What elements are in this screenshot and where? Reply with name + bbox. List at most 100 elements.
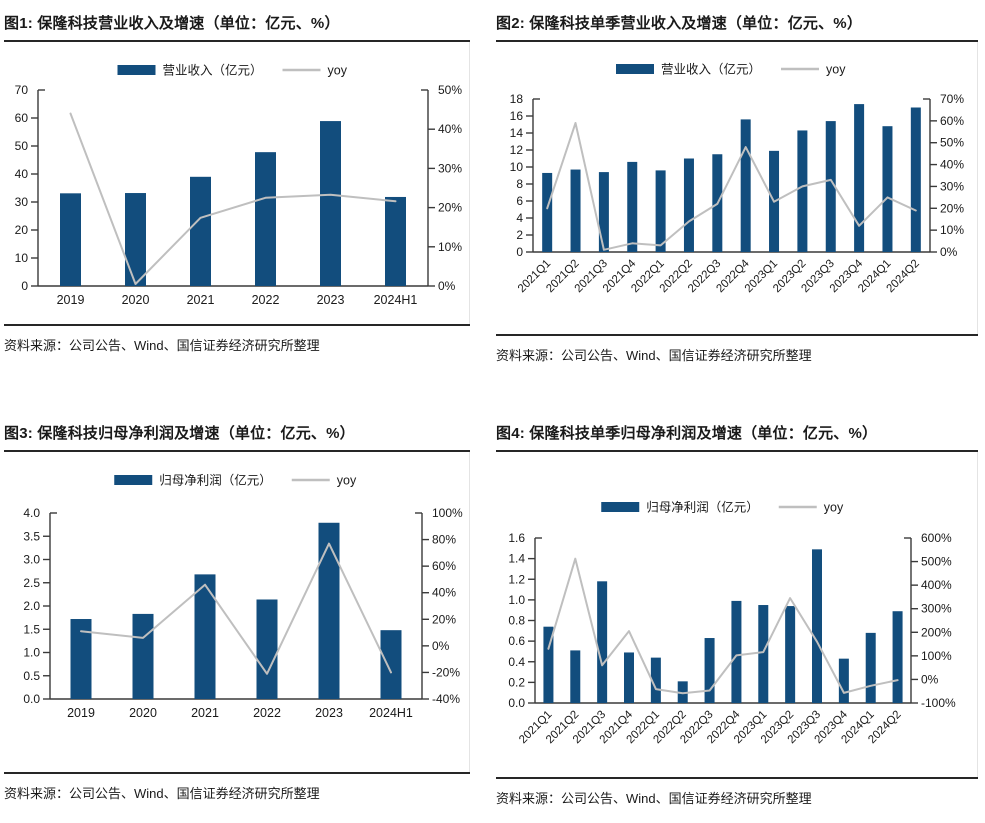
category-label: 2023 [317, 293, 345, 307]
left-axis-tick-label: 0.0 [508, 696, 525, 710]
bar [60, 193, 81, 286]
bar [797, 130, 808, 252]
yoy-line [69, 112, 397, 285]
bar [570, 169, 581, 252]
category-label: 2022 [253, 706, 281, 720]
axes: 0.0 0.5 1.0 1.5 2.0 2.5 3.0 3.5 4.0 -40% -20% 0% 20%… [23, 506, 463, 706]
left-axis-tick-label: 0.6 [508, 634, 525, 648]
left-axis-tick-label: 10 [15, 251, 29, 265]
left-axis-tick-label: 1.4 [508, 552, 525, 566]
source-note: 资料来源：公司公告、Wind、国信证券经济研究所整理 [4, 786, 320, 801]
yoy-line [546, 122, 917, 251]
right-axis-tick-label: 20% [940, 201, 964, 215]
right-axis-tick-label: 0% [940, 245, 958, 259]
bar [543, 626, 554, 703]
category-label: 2020 [129, 706, 157, 720]
legend-line-label: yoy [328, 64, 348, 78]
yoy-line [547, 557, 899, 695]
separator-line [4, 772, 470, 774]
left-axis-tick-label: 2.5 [23, 576, 40, 590]
bar [740, 119, 751, 253]
bar [542, 172, 553, 252]
right-axis-tick-label: 60% [432, 559, 456, 573]
right-axis-tick-label: 200% [921, 625, 952, 639]
net-profit-quarterly-combo-chart: 0.0 0.2 0.4 0.6 0.8 1.0 1.2 1.4 1.6 -100% 0% 100% 20… [508, 500, 956, 747]
category-label: 2021 [191, 706, 219, 720]
bar-series [70, 522, 402, 699]
right-axis-tick-label: 10% [438, 240, 462, 254]
right-axis-tick-label: 50% [438, 83, 462, 97]
right-axis-tick-label: 0% [432, 639, 450, 653]
legend-bar-swatch [616, 64, 654, 74]
left-axis-tick-label: 1.6 [508, 531, 525, 545]
right-axis-tick-label: 40% [438, 122, 462, 136]
bar [812, 549, 822, 703]
left-axis-tick-label: 0.8 [508, 614, 525, 628]
figure-title: 图3: 保隆科技归母净利润及增速（单位：亿元、%） [4, 420, 470, 452]
left-axis-tick-label: 1.0 [508, 593, 525, 607]
right-axis-tick-label: 30% [940, 179, 964, 193]
bar [385, 196, 406, 286]
right-axis-tick-label: 400% [921, 578, 952, 592]
chart-area: 0 2 4 6 8 10 12 14 16 18 0% 10% 20% 30% 40% 50% 60% 70% 20… [496, 42, 978, 334]
figure-title: 图4: 保隆科技单季归母净利润及增速（单位：亿元、%） [496, 420, 978, 452]
bar [910, 107, 921, 252]
right-axis-tick-label: -40% [432, 692, 460, 706]
right-axis-tick-label: 50% [940, 136, 964, 150]
left-axis-tick-label: 0 [21, 279, 28, 293]
left-axis-tick-label: 30 [15, 195, 29, 209]
bar [704, 638, 715, 703]
right-axis-tick-label: 600% [921, 531, 952, 545]
bar [570, 650, 581, 703]
right-axis-tick-label: 100% [921, 649, 952, 663]
bar [597, 581, 608, 703]
separator-line [4, 324, 470, 326]
legend: 营业收入（亿元） yoy [616, 62, 846, 77]
figure-panel-2: 图2: 保隆科技单季营业收入及增速（单位：亿元、%） 0 2 4 6 8 10 12 14 16… [496, 10, 978, 364]
left-axis-tick-label: 0.4 [508, 655, 525, 669]
right-axis-tick-label: 0% [438, 279, 456, 293]
bar [125, 193, 146, 286]
left-axis-tick-label: 1.2 [508, 572, 525, 586]
legend-line-label: yoy [337, 474, 357, 488]
left-axis-tick-label: 12 [510, 143, 524, 157]
bar [598, 172, 609, 252]
figure-title: 图1: 保隆科技营业收入及增速（单位：亿元、%） [4, 10, 470, 42]
bar [255, 152, 276, 286]
bar [650, 657, 661, 703]
right-axis-tick-label: -20% [432, 665, 460, 679]
left-axis-tick-label: 8 [516, 177, 523, 191]
category-label: 2022 [252, 293, 280, 307]
left-axis-tick-label: 1.0 [23, 646, 40, 660]
separator-line [496, 334, 978, 336]
bar [892, 611, 903, 703]
left-axis-tick-label: 0.0 [23, 692, 40, 706]
left-axis-tick-label: 20 [15, 223, 29, 237]
legend-bar-label: 营业收入（亿元） [163, 63, 263, 78]
category-label: 2019 [67, 706, 95, 720]
bar [132, 613, 154, 699]
legend: 归母净利润（亿元） yoy [601, 500, 844, 515]
category-label: 2019 [57, 293, 85, 307]
bar [190, 176, 211, 286]
left-axis-tick-label: 40 [15, 167, 29, 181]
left-axis-tick-label: 6 [516, 194, 523, 208]
bar [256, 599, 278, 699]
right-axis-tick-label: 20% [432, 612, 456, 626]
legend: 归母净利润（亿元） yoy [114, 473, 357, 488]
source-note: 资料来源：公司公告、Wind、国信证券经济研究所整理 [496, 348, 812, 363]
bar-series [60, 121, 406, 286]
bar [865, 632, 876, 703]
category-label: 2020 [122, 293, 150, 307]
left-axis-tick-label: 2 [516, 228, 523, 242]
bar [70, 619, 92, 699]
legend: 营业收入（亿元） yoy [117, 63, 348, 78]
left-axis-tick-label: 50 [15, 139, 29, 153]
figure-panel-1: 图1: 保隆科技营业收入及增速（单位：亿元、%） 0 10 20 30 40 50 60 70… [4, 10, 470, 354]
right-axis-tick-label: 300% [921, 602, 952, 616]
category-axis-labels: 2019 2020 2021 2022 2023 2024H1 [67, 706, 413, 720]
bar [627, 161, 638, 252]
left-axis-tick-label: 3.5 [23, 529, 40, 543]
bar [854, 104, 865, 252]
right-axis-tick-label: 40% [432, 586, 456, 600]
